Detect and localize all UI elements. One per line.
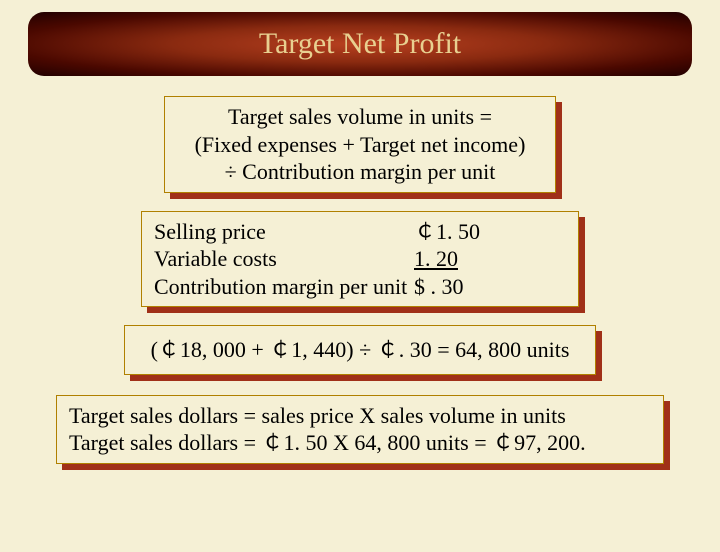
calculation-box: (￠18, 000 + ￠1, 440) ÷ ￠. 30 = 64, 800 u… [124, 325, 596, 375]
row-label: Variable costs [154, 245, 414, 273]
formula-box: Target sales volume in units = (Fixed ex… [164, 96, 556, 193]
formula-line1: Target sales volume in units = [177, 103, 543, 131]
row-label: Selling price [154, 218, 414, 246]
table-row: Selling price ￠1. 50 [154, 218, 566, 246]
table-row: Variable costs 1. 20 [154, 245, 566, 273]
table-row: Contribution margin per unit $ . 30 [154, 273, 566, 301]
page-title: Target Net Profit [259, 27, 461, 61]
row-value: $ . 30 [414, 273, 566, 301]
row-label: Contribution margin per unit [154, 273, 414, 301]
result-line1: Target sales dollars = sales price X sal… [69, 402, 651, 430]
row-value: ￠1. 50 [414, 218, 566, 246]
contribution-table: Selling price ￠1. 50 Variable costs 1. 2… [141, 211, 579, 308]
contribution-table-box: Selling price ￠1. 50 Variable costs 1. 2… [141, 211, 579, 308]
title-bar: Target Net Profit [28, 12, 692, 76]
result-box: Target sales dollars = sales price X sal… [56, 395, 664, 464]
formula-line3: ÷ Contribution margin per unit [177, 158, 543, 186]
formula-box-content: Target sales volume in units = (Fixed ex… [164, 96, 556, 193]
result-line2: Target sales dollars = ￠1. 50 X 64, 800 … [69, 429, 651, 457]
calculation-text: (￠18, 000 + ￠1, 440) ÷ ￠. 30 = 64, 800 u… [124, 325, 596, 375]
result-content: Target sales dollars = sales price X sal… [56, 395, 664, 464]
row-value: 1. 20 [414, 245, 566, 273]
formula-line2: (Fixed expenses + Target net income) [177, 131, 543, 159]
